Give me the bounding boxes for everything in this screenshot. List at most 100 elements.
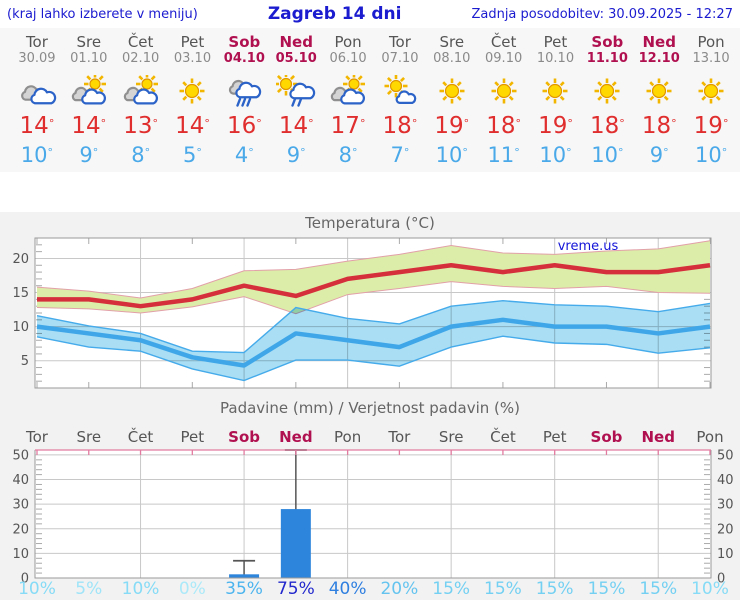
min-temperature: 4° (234, 143, 254, 167)
precipitation-chart: 0 0 10 10 20 20 30 30 40 40 50 50 Tor Sre Čet Pet Sob Ned… (12, 427, 734, 599)
min-temperature: 9° (79, 143, 99, 167)
svg-text:20: 20 (12, 252, 29, 267)
day-date: 10.10 (536, 51, 575, 66)
day-name: Ned (642, 33, 676, 51)
min-temperature: 11° (487, 143, 520, 167)
max-temperature: 18° (382, 113, 418, 139)
max-temperature: 18° (641, 113, 677, 139)
svg-text:10: 10 (12, 547, 29, 562)
day-column: Sre 01.10 14° 9° (63, 34, 115, 168)
day-date: 11.10 (586, 51, 628, 66)
precipitation-probability: 0% (179, 579, 206, 599)
rain-icon (218, 75, 270, 109)
day-column: Pon 13.10 19° 10° (685, 34, 737, 168)
day-date: 01.10 (70, 51, 108, 66)
precipitation-chart-title: Padavine (mm) / Verjetnost padavin (%) (220, 399, 520, 417)
max-temperature: 19° (434, 113, 470, 139)
precip-day-label: Tor (387, 428, 411, 446)
mostly-sunny-icon (374, 75, 426, 109)
sun-rain-icon (270, 75, 322, 109)
day-name: Sob (228, 33, 261, 51)
svg-text:10: 10 (717, 547, 734, 562)
day-date: 05.10 (275, 51, 317, 66)
precip-day-label: Ned (641, 428, 674, 446)
precip-day-label: Sob (591, 428, 623, 446)
max-temperature: 19° (538, 113, 573, 139)
svg-text:40: 40 (12, 473, 29, 488)
max-temperature: 14° (71, 113, 107, 139)
svg-text:20: 20 (717, 522, 734, 537)
precip-day-label: Pet (543, 428, 567, 446)
day-column: Sob 11.10 18° 10° (581, 34, 633, 168)
day-column: Tor 07.10 18° 7° (374, 33, 426, 168)
day-column: Pet 03.10 14° 5° (167, 34, 219, 168)
precipitation-probability: 10% (122, 579, 160, 599)
precip-day-label: Sob (228, 428, 260, 446)
max-temperature: 14° (278, 113, 314, 139)
svg-text:0: 0 (717, 572, 725, 587)
partly-cloudy-icon (63, 75, 115, 109)
sunny-icon (426, 75, 478, 109)
forecast-strip-background (0, 28, 740, 172)
svg-text:30: 30 (12, 498, 29, 513)
day-date: 08.10 (433, 51, 471, 66)
precip-day-label: Sre (439, 428, 464, 446)
day-column: Pet 10.10 19° 10° (530, 34, 582, 168)
svg-text:50: 50 (717, 448, 734, 463)
svg-text:40: 40 (717, 473, 734, 488)
precipitation-probability: 15% (432, 579, 470, 599)
precipitation-probability: 15% (536, 579, 574, 599)
watermark: vreme.us (558, 239, 619, 254)
cloudy-icon (11, 75, 63, 109)
precip-day-label: Čet (128, 427, 154, 446)
day-column: Ned 05.10 14° 9° (270, 33, 322, 168)
day-name: Čet (127, 33, 154, 51)
precipitation-probability: 10% (18, 579, 56, 599)
temperature-chart-title: Temperatura (°C) (305, 214, 435, 232)
day-name: Sre (439, 33, 465, 51)
svg-text:15: 15 (12, 286, 29, 301)
precipitation-probability: 35% (225, 579, 263, 599)
header: (kraj lahko izberete v meniju) Zagreb 14… (0, 0, 740, 28)
max-temperature: 14° (175, 113, 210, 139)
min-temperature: 10° (539, 143, 572, 167)
sunny-icon (478, 75, 530, 109)
day-name: Pon (334, 33, 362, 51)
precip-day-label: Pet (180, 428, 204, 446)
min-temperature: 8° (338, 143, 358, 167)
max-temperature: 19° (693, 113, 729, 139)
day-column: Pon 06.10 17° 8° (322, 33, 374, 168)
svg-text:20: 20 (12, 522, 29, 537)
sunny-icon (633, 75, 685, 109)
precip-day-label: Čet (490, 427, 516, 446)
min-temperature: 10° (435, 143, 468, 167)
precipitation-probability: 20% (380, 579, 418, 599)
day-date: 13.10 (692, 51, 730, 66)
precip-day-label: Ned (279, 428, 312, 446)
precipitation-probability: 15% (588, 579, 626, 599)
day-date: 12.10 (638, 51, 680, 66)
precipitation-bar (229, 574, 260, 578)
last-updated: Zadnja posodobitev: 30.09.2025 - 12:27 (471, 6, 733, 22)
location-menu-note[interactable]: (kraj lahko izberete v meniju) (7, 6, 198, 22)
day-column: Čet 09.10 18° 11° (478, 34, 530, 168)
temperature-chart: 5 10 15 20 vreme.us (12, 237, 712, 389)
max-temperature: 17° (330, 113, 366, 139)
day-date: 02.10 (122, 51, 160, 66)
min-temperature: 8° (131, 143, 151, 167)
svg-text:30: 30 (717, 498, 734, 513)
precipitation-probability: 75% (277, 579, 315, 599)
day-name: Ned (279, 33, 313, 51)
min-temperature: 7° (390, 143, 410, 167)
day-name: Tor (388, 33, 411, 51)
max-temperature: 14° (19, 113, 55, 139)
precipitation-probability: 5% (75, 579, 102, 599)
max-temperature: 18° (486, 113, 522, 139)
sunny-icon (167, 75, 219, 109)
max-temperature: 13° (123, 113, 159, 139)
max-temperature: 16° (226, 113, 262, 139)
day-date: 04.10 (223, 51, 265, 66)
day-column: Sre 08.10 19° 10° (426, 33, 478, 168)
sunny-icon (685, 75, 737, 109)
